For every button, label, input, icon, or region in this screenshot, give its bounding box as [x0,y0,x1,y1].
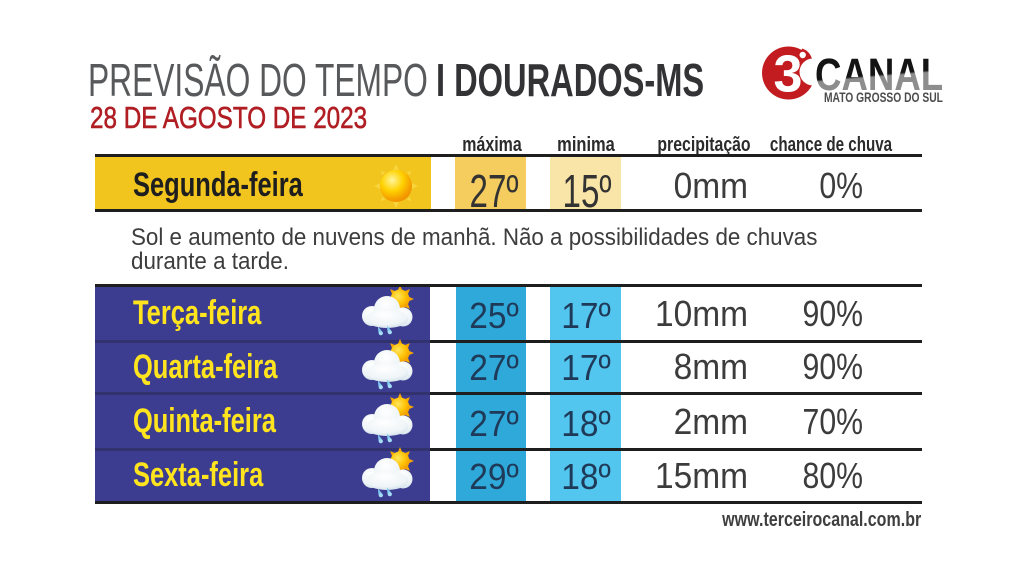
svg-text:3: 3 [774,46,803,104]
